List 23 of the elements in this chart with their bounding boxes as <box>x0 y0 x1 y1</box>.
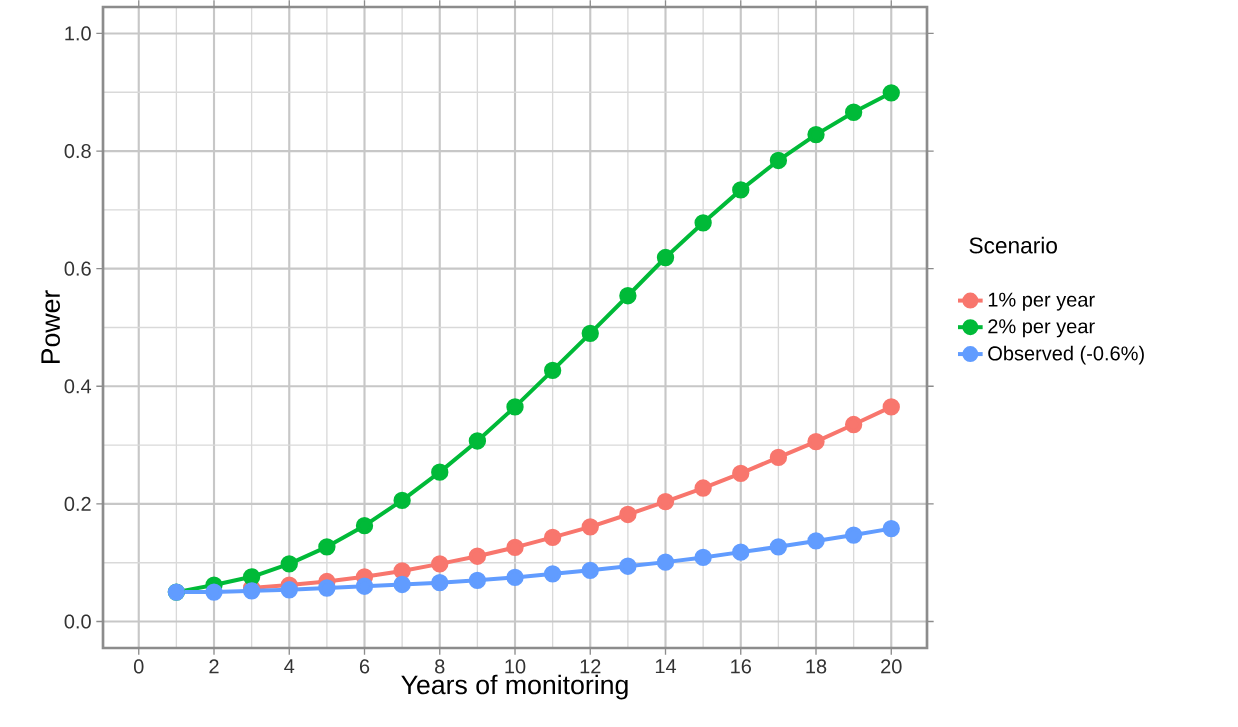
y-tick-label: 0.6 <box>64 261 91 276</box>
x-tick-label: 16 <box>731 659 751 674</box>
x-tick-label: 8 <box>435 659 445 674</box>
x-tick-label: 0 <box>133 659 144 674</box>
x-tick-label: 10 <box>505 659 526 674</box>
y-tick-label: 0.0 <box>64 614 91 629</box>
x-tick-label: 4 <box>284 659 295 674</box>
x-tick-label: 6 <box>359 659 370 674</box>
legend-label: 1% per year <box>988 292 1095 311</box>
legend-title: Scenario <box>969 236 1057 254</box>
legend-label: 2% per year <box>988 319 1095 338</box>
x-tick-label: 20 <box>881 659 902 674</box>
x-tick-label: 12 <box>580 659 601 674</box>
x-tick-label: 2 <box>209 659 219 674</box>
y-tick-label: 0.4 <box>64 379 92 394</box>
y-axis-title: Power <box>41 290 60 364</box>
y-tick-label: 1.0 <box>65 26 91 41</box>
x-axis-title: Years of monitoring <box>401 674 628 700</box>
y-tick-label: 0.2 <box>64 496 91 511</box>
y-tick-label: 0.8 <box>64 143 91 159</box>
x-tick-label: 18 <box>806 659 827 674</box>
legend-label: Observed (-0.6%) <box>988 345 1144 365</box>
x-tick-label: 14 <box>655 659 677 674</box>
